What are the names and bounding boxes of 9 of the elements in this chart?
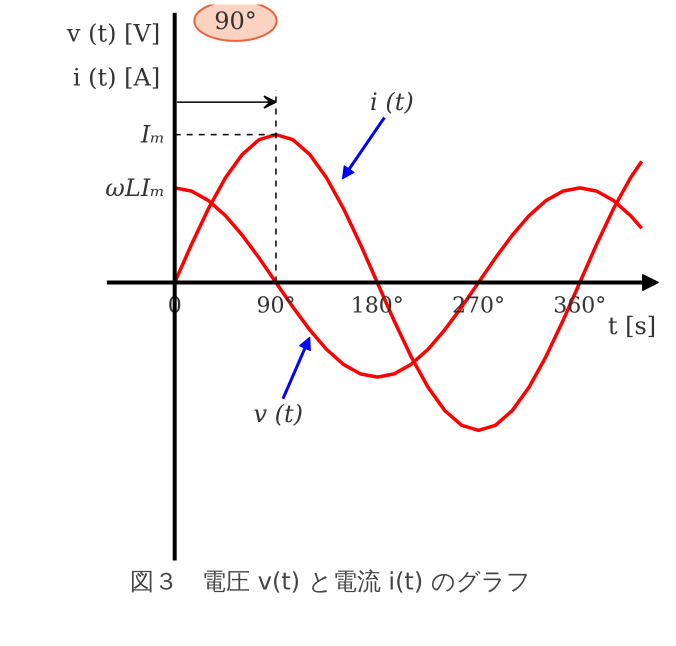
x-tick-label: 90°: [256, 294, 296, 318]
x-axis-title: t [s]: [608, 312, 656, 340]
text: v (t): [253, 400, 304, 428]
text: 図３ 電圧 v(t) と電流 i(t) のグラフ: [130, 568, 531, 596]
annotation: ωLIₘ: [105, 174, 166, 202]
annotation: Iₘ: [140, 120, 166, 149]
text: 90°: [214, 6, 257, 35]
y-axis-title: v (t) [V] i (t) [A]: [66, 19, 160, 92]
text: i (t): [370, 88, 414, 116]
